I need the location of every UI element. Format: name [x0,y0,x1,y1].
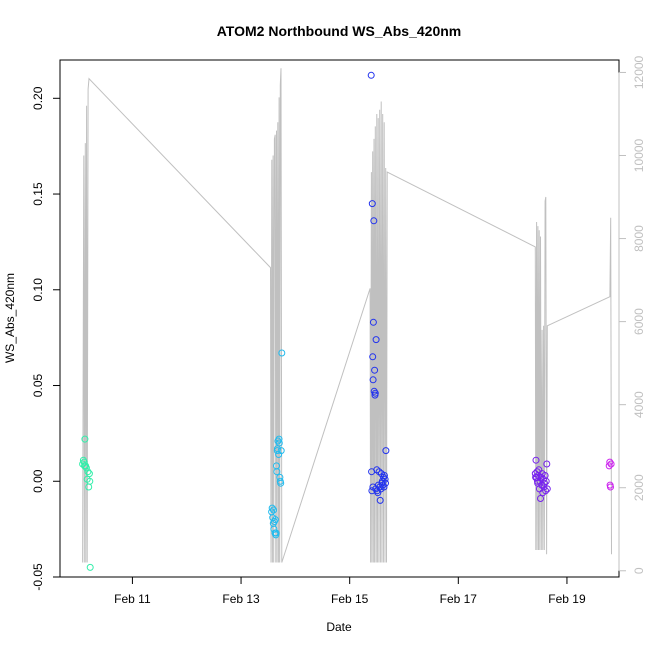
data-point [277,447,285,455]
data-point [369,318,377,326]
data-point [81,462,88,470]
data-point [270,506,277,514]
data-point [541,479,548,487]
data-point [369,353,377,361]
data-point [86,563,94,571]
data-point [370,217,378,225]
line-series [82,68,612,563]
data-point [80,458,88,466]
data-point [277,479,285,487]
data-point [543,485,551,493]
data-point [86,477,94,485]
x-tick-label: Feb 11 [114,592,151,606]
y2-tick-label: 2000 [632,474,646,501]
y-tick-label: 0.15 [31,182,45,206]
data-point [273,468,281,476]
data-point [543,460,551,468]
data-point [272,529,280,537]
data-point [369,376,377,384]
data-point [607,483,614,491]
y2-tick-label: 8000 [632,225,646,252]
data-point [271,516,279,524]
y-axis: -0.05 0.00 0.05 0.10 0.15 0.20 [31,86,61,591]
data-point [607,460,615,468]
data-point [275,435,283,443]
x-tick-label: Feb 17 [440,592,478,606]
y2-axis: 0 2000 4000 6000 8000 10000 12000 [618,55,646,574]
data-point [368,200,376,208]
x-axis: Feb 11 Feb 13 Feb 15 Feb 17 Feb 19 [114,576,586,606]
data-point [371,389,379,397]
y2-tick-label: 10000 [632,139,646,173]
y2-tick-label: 6000 [632,308,646,335]
data-point [376,496,384,504]
data-point [375,468,383,476]
x-tick-label: Feb 19 [548,592,586,606]
data-point [85,470,93,478]
data-point [542,477,550,485]
data-point [534,477,541,485]
data-point [605,462,613,470]
data-point [81,435,89,443]
x-axis-title: Date [326,620,352,634]
data-point [532,473,540,481]
y-tick-label: 0.10 [31,278,45,302]
line-series-layer [82,68,612,563]
y2-tick-label: 0 [632,567,646,574]
y2-tick-label: 4000 [632,391,646,418]
data-point [82,464,90,472]
y-tick-label: 0.00 [31,469,45,493]
data-point [382,447,390,455]
data-point [273,447,281,455]
data-point [275,439,283,447]
data-point [378,477,386,485]
y-tick-label: -0.05 [31,563,45,591]
data-point [537,495,544,502]
data-point [367,71,375,79]
y2-tick-label: 12000 [632,55,646,89]
data-point [532,456,540,464]
y-tick-label: 0.05 [31,374,45,398]
data-point [268,504,276,512]
y-tick-label: 0.20 [31,86,45,110]
data-point [606,458,614,466]
data-point [374,489,382,497]
y-axis-title: WS_Abs_420nm [3,273,17,363]
x-tick-label: Feb 15 [331,592,369,606]
data-point [540,483,548,491]
scatter-points-layer [79,71,615,571]
data-point [372,336,380,344]
data-point [84,468,92,476]
data-point [278,349,286,357]
data-point [542,487,550,495]
data-point [373,466,381,474]
x-tick-label: Feb 13 [222,592,260,606]
data-point [85,483,93,491]
chart-title: ATOM2 Northbound WS_Abs_420nm [217,23,462,39]
data-point [371,366,379,374]
